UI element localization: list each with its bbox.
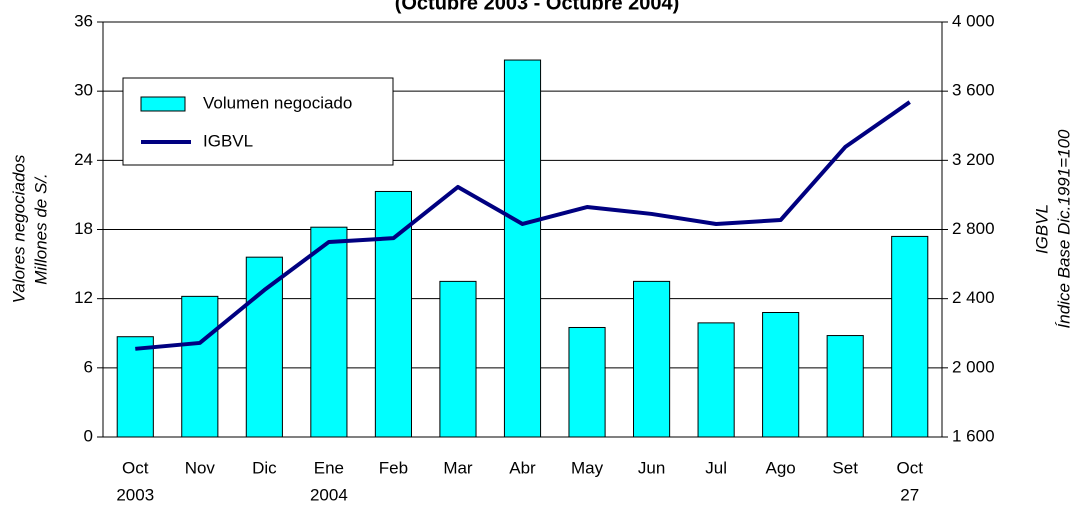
x-tick-label: Dic: [252, 458, 277, 477]
bar: [697, 322, 735, 438]
legend-swatch: [140, 96, 186, 112]
y-tick-label: 0: [84, 426, 93, 445]
y-label-line: Millones de S/.: [31, 173, 50, 285]
x-sublabel: 27: [900, 485, 919, 504]
x-sublabel: 2004: [310, 485, 348, 504]
y2-tick-label: 3 200: [952, 150, 995, 169]
x-tick-label: Set: [832, 458, 858, 477]
plot-border: [102, 21, 943, 438]
x-tick-label: Jun: [638, 458, 665, 477]
bar: [181, 295, 219, 438]
x-tick-label: May: [571, 458, 604, 477]
x-tick-label: Ago: [766, 458, 796, 477]
legend-box: [122, 77, 394, 166]
line: [135, 100, 911, 351]
legend-label: Volumen negociado: [203, 93, 352, 112]
y-tick-label: 24: [74, 150, 93, 169]
y-tick-label: 18: [74, 219, 93, 238]
y-tick-label: 6: [84, 357, 93, 376]
chart-subtitle: (Octubre 2003 - Octubre 2004): [395, 0, 680, 14]
y2-axis-title: IGBVL Índice Base Dic.1991=100: [1032, 129, 1073, 328]
bar: [503, 59, 542, 438]
bar: [568, 326, 606, 438]
y2-tick-label: 2 800: [952, 219, 995, 238]
y-tick-label: 12: [74, 288, 93, 307]
bar: [891, 235, 929, 438]
y-label-line: Valores negociados: [9, 154, 28, 303]
x-tick-label: Jul: [705, 458, 727, 477]
y2-tick-label: 3 600: [952, 81, 995, 100]
x-tick-label: Nov: [185, 458, 216, 477]
x-sublabel: 2003: [116, 485, 154, 504]
y2-tick-label: 2 000: [952, 357, 995, 376]
legend-label: IGBVL: [203, 131, 253, 150]
bar: [374, 190, 412, 438]
bar: [633, 280, 671, 438]
bar: [245, 256, 283, 438]
y2-tick-label: 2 400: [952, 288, 995, 307]
y2-tick-label: 1 600: [952, 426, 995, 445]
y-axis-title: Valores negociados Millones de S/.: [9, 154, 50, 303]
bar: [310, 226, 348, 438]
x-tick-label: Oct: [122, 458, 149, 477]
y2-label-line: IGBVL: [1032, 204, 1051, 254]
bar: [116, 336, 154, 438]
bar: [826, 335, 864, 438]
y2-label-line: Índice Base Dic.1991=100: [1054, 129, 1073, 328]
x-tick-label: Feb: [379, 458, 408, 477]
bar: [762, 312, 800, 438]
y2-tick-label: 4 000: [952, 11, 995, 30]
y-tick-label: 36: [74, 11, 93, 30]
bar: [439, 280, 477, 438]
x-tick-label: Oct: [897, 458, 924, 477]
x-tick-label: Abr: [509, 458, 536, 477]
y-tick-label: 30: [74, 81, 93, 100]
x-tick-label: Mar: [443, 458, 473, 477]
x-tick-label: Ene: [314, 458, 344, 477]
